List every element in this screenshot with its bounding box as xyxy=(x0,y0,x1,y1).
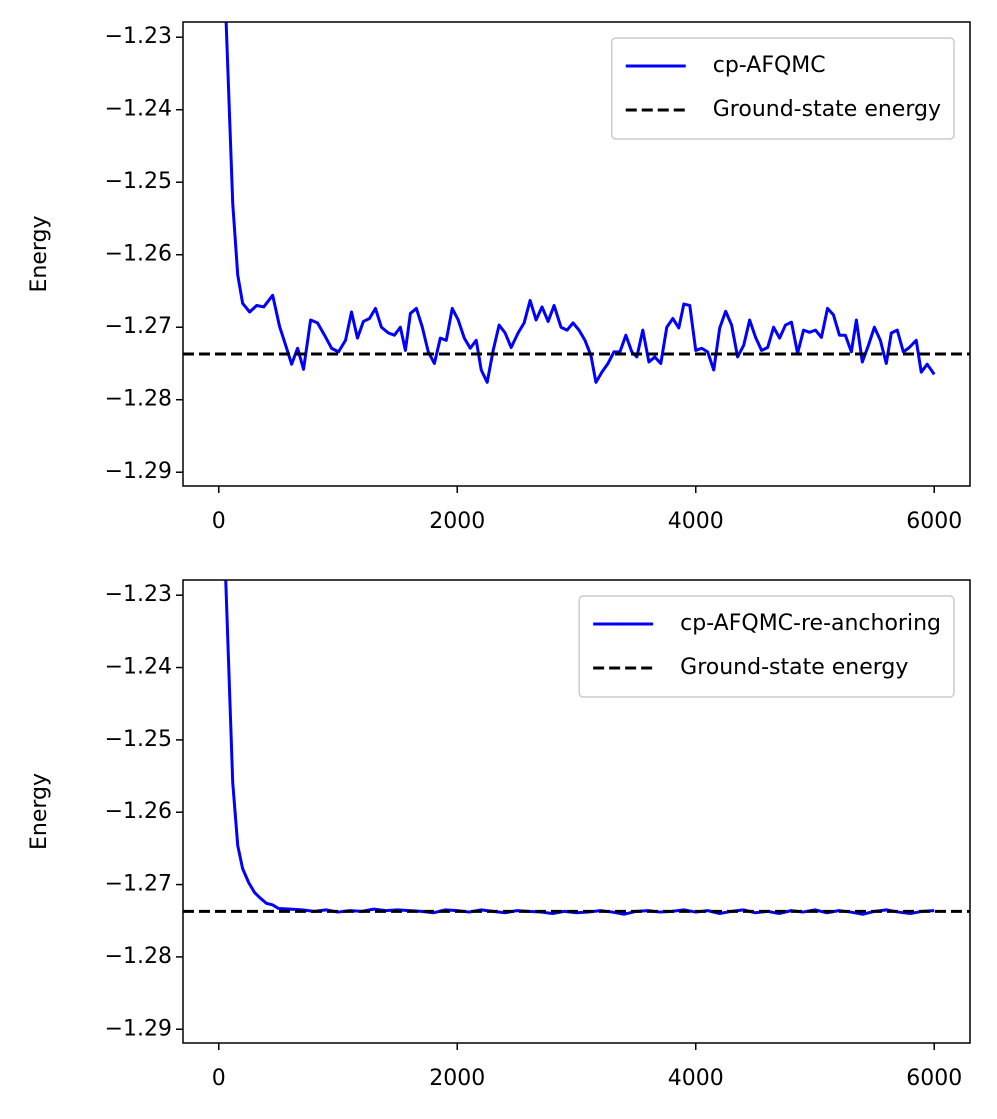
axes: −1.23 −1.24 −1.25 −1.26 −1.27 −1.28 −1.29 0 2000… xyxy=(27,21,971,534)
legend-frame xyxy=(611,37,955,140)
series-line xyxy=(224,22,936,384)
axes-frame xyxy=(182,579,971,1044)
x-tick-label: 4000 xyxy=(668,509,724,534)
legend-label: Ground-state energy xyxy=(680,655,908,680)
axes-frame xyxy=(182,21,971,487)
y-tick-label: −1.23 xyxy=(105,24,172,49)
legend: cp-AFQMC-re-anchoring Ground-state energy xyxy=(578,595,955,698)
plot-area xyxy=(183,22,970,384)
y-tick-label: −1.27 xyxy=(105,314,172,339)
x-tick-label: 6000 xyxy=(906,509,962,534)
y-tick-label: −1.24 xyxy=(105,97,172,122)
axes: −1.23 −1.24 −1.25 −1.26 −1.27 −1.28 −1.29 0 2000… xyxy=(27,579,971,1091)
y-tick-label: −1.28 xyxy=(105,944,172,969)
x-tick-label: 2000 xyxy=(429,509,485,534)
y-tick-label: −1.26 xyxy=(105,799,172,824)
legend-label: cp-AFQMC-re-anchoring xyxy=(680,611,941,636)
x-tick-label: 4000 xyxy=(668,1066,724,1091)
x-tick-label: 2000 xyxy=(429,1066,485,1091)
plot-area xyxy=(183,580,970,916)
x-tick-label: 6000 xyxy=(906,1066,962,1091)
legend-frame xyxy=(578,595,955,698)
legend-label: cp-AFQMC xyxy=(713,53,826,78)
y-tick-label: −1.27 xyxy=(105,872,172,897)
x-tick-label: 0 xyxy=(212,1066,226,1091)
y-tick-label: −1.29 xyxy=(105,459,172,484)
y-tick-label: −1.25 xyxy=(105,169,172,194)
y-tick-label: −1.23 xyxy=(105,582,172,607)
y-tick-label: −1.29 xyxy=(105,1016,172,1041)
y-axis-label: Energy xyxy=(27,773,52,850)
legend-label: Ground-state energy xyxy=(713,97,941,122)
x-tick-label: 0 xyxy=(212,509,226,534)
y-tick-label: −1.28 xyxy=(105,387,172,412)
y-tick-label: −1.26 xyxy=(105,242,172,267)
y-tick-label: −1.24 xyxy=(105,655,172,680)
y-axis-label: Energy xyxy=(27,215,52,292)
y-tick-label: −1.25 xyxy=(105,727,172,752)
legend: cp-AFQMC Ground-state energy xyxy=(611,37,955,140)
